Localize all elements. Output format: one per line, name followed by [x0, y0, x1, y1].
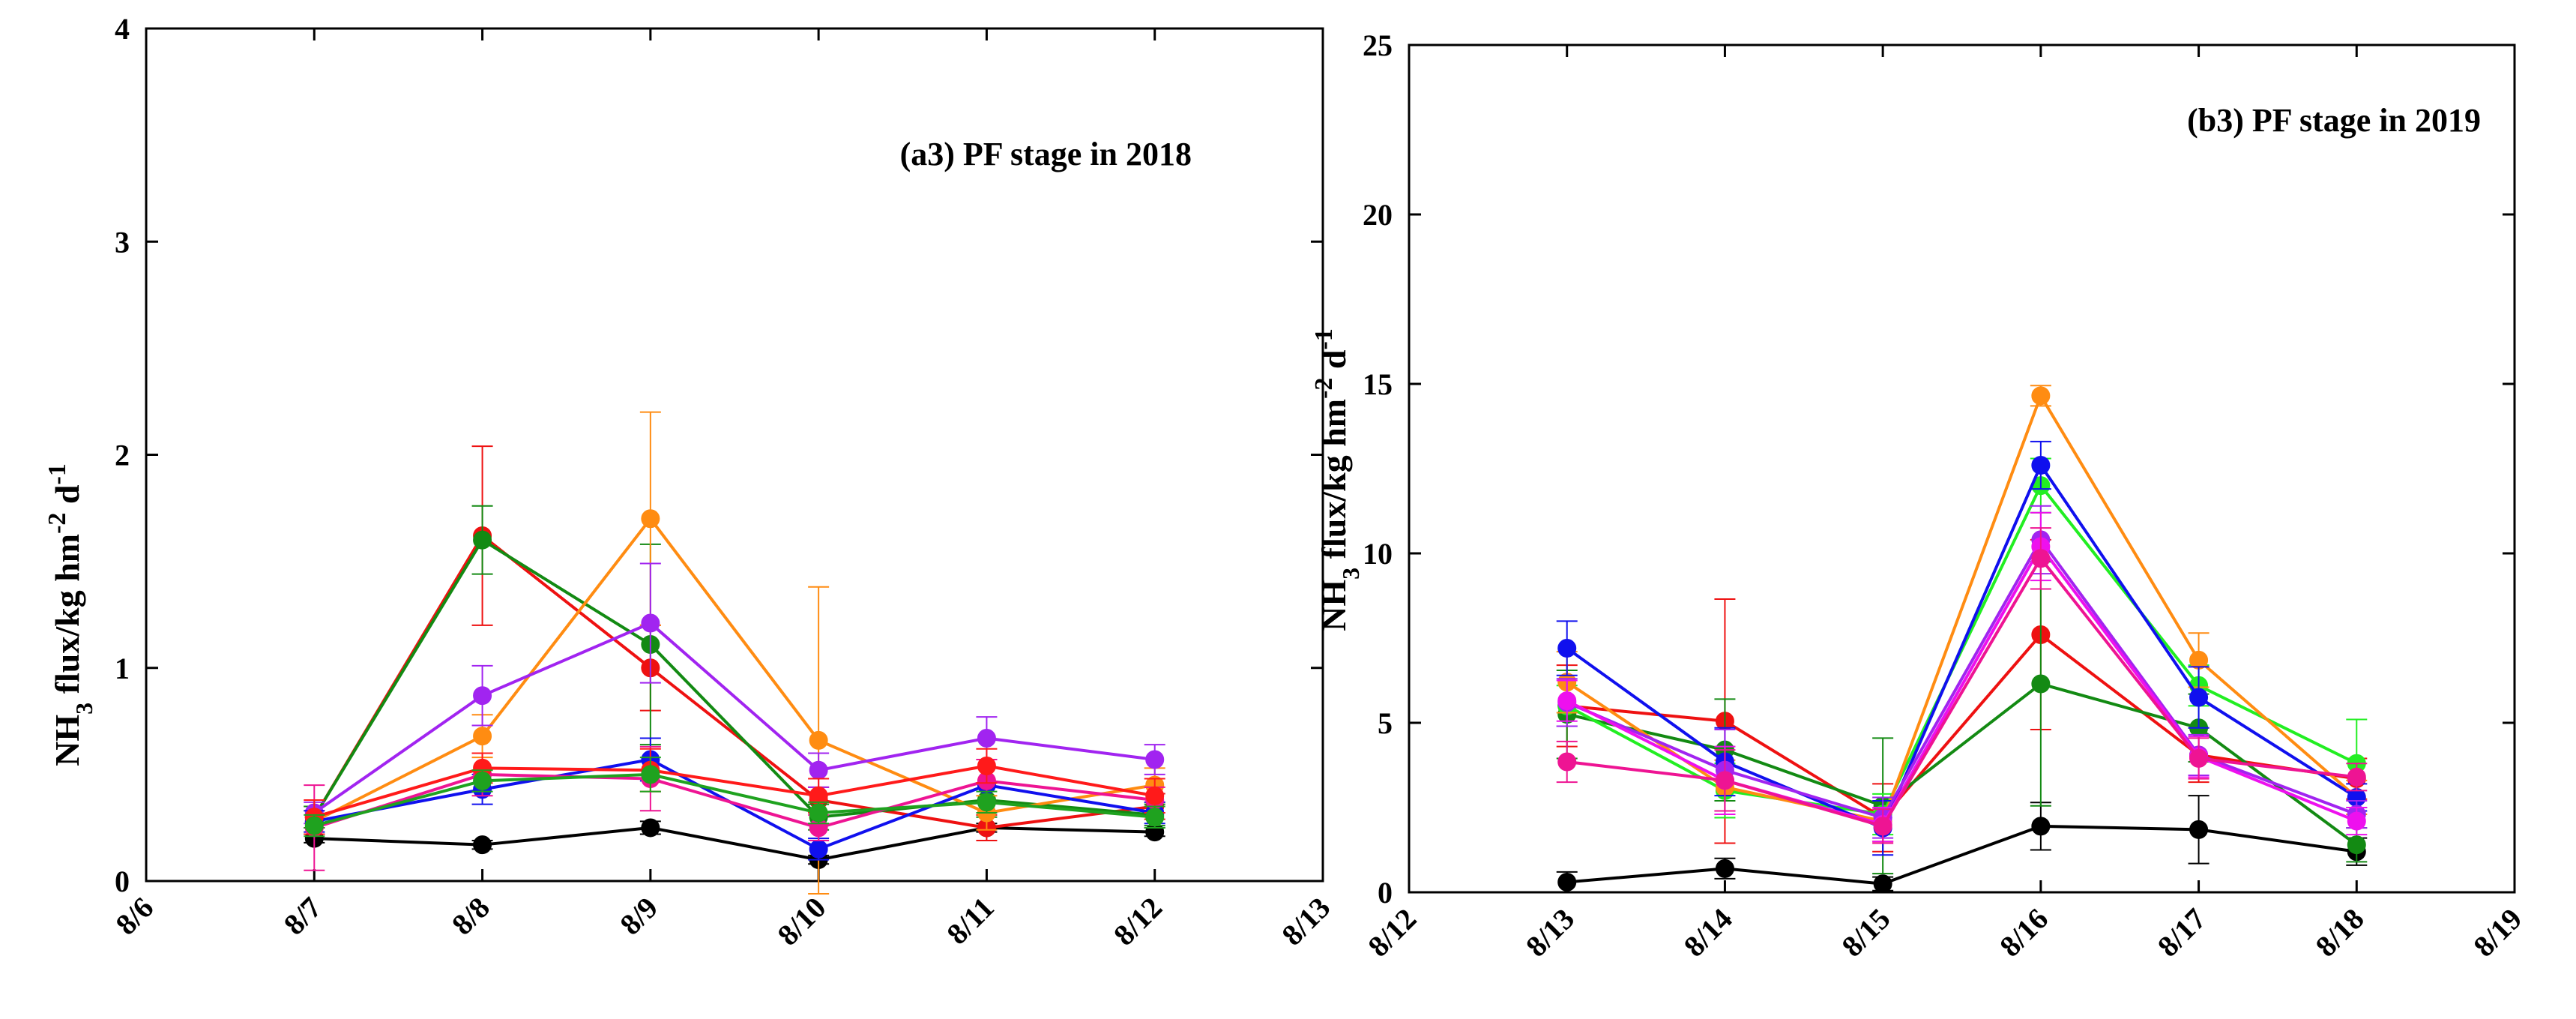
series-line	[313, 772, 1155, 830]
chart-a-y-tick-label: 1	[115, 652, 130, 685]
data-point	[473, 727, 492, 746]
data-point	[2031, 549, 2051, 568]
data-point	[977, 757, 996, 776]
series-line	[313, 764, 1156, 819]
data-point	[809, 760, 828, 780]
data-point	[2031, 817, 2051, 836]
chart-a-y-tick-label: 2	[115, 439, 130, 472]
data-point	[304, 816, 324, 835]
chart-a-series-green2	[304, 757, 1165, 838]
data-point	[1557, 872, 1577, 892]
data-point	[809, 839, 828, 859]
chart-b-x-tick-label: 8/14	[1677, 902, 1739, 964]
data-point	[1557, 639, 1577, 658]
chart-b-y-tick-label: 25	[1363, 28, 1393, 62]
series-line	[314, 826, 1155, 862]
chart-b-series-red	[1556, 538, 2368, 853]
series-line	[1566, 632, 2357, 820]
series-line	[313, 533, 1155, 829]
data-point	[641, 613, 660, 633]
chart-a-series-black	[304, 818, 1165, 870]
data-point	[1715, 859, 1734, 878]
series-line	[313, 621, 1155, 814]
series-line	[1566, 462, 2358, 830]
data-point	[977, 729, 996, 748]
chart-a-x-tick-label: 8/12	[1107, 891, 1168, 952]
chart-a: NH3 flux/kg hm-2 d-1 (a3) PF stage in 20…	[43, 12, 1337, 952]
chart-a-x-tick-label: 8/7	[277, 891, 328, 942]
data-point	[1145, 750, 1165, 769]
data-point	[2347, 835, 2366, 855]
data-point	[641, 765, 660, 784]
chart-a-x-tick-label: 8/9	[613, 891, 664, 942]
chart-a-y-axis-label: NH3 flux/kg hm-2 d-1	[43, 463, 98, 766]
data-point	[1557, 752, 1577, 772]
chart-b-x-tick-label: 8/17	[2151, 902, 2212, 964]
data-point	[473, 835, 492, 855]
chart-a-series-pink	[304, 745, 1165, 871]
data-point	[2347, 767, 2366, 787]
chart-a-title: (a3) PF stage in 2018	[900, 136, 1192, 172]
chart-b-series-purple	[1556, 505, 2368, 839]
chart-a-y-tick-label: 3	[115, 225, 130, 259]
chart-a-x-tick-label: 8/10	[770, 891, 832, 952]
chart-b-y-tick-label: 0	[1378, 876, 1393, 910]
data-point	[2347, 811, 2366, 831]
data-point	[977, 793, 996, 812]
chart-b-y-tick-label: 5	[1378, 706, 1393, 740]
series-line	[1566, 824, 2357, 886]
series-line	[1566, 537, 2357, 820]
data-point	[2031, 674, 2051, 694]
data-point	[473, 686, 492, 706]
data-point	[1557, 691, 1577, 711]
series-line	[313, 516, 1156, 823]
chart-b-y-tick-label: 10	[1363, 537, 1393, 571]
data-point	[2189, 688, 2209, 707]
chart-b-series-blue	[1556, 440, 2368, 856]
chart-b-series-black	[1556, 795, 2368, 894]
data-point	[1873, 817, 1892, 836]
chart-b-x-tick-label: 8/12	[1361, 902, 1423, 964]
chart-b-x-tick-label: 8/16	[1993, 902, 2054, 964]
data-point	[1715, 771, 1734, 790]
chart-b-x-tick-label: 8/15	[1835, 902, 1896, 964]
chart-a-y-tick-label: 4	[115, 12, 130, 46]
series-line	[1566, 544, 2358, 826]
data-point	[473, 530, 492, 550]
data-point	[2031, 386, 2051, 406]
chart-b-x-tick-label: 8/18	[2309, 902, 2371, 964]
chart-a-series-purple	[304, 562, 1165, 825]
chart-b-x-tick-label: 8/13	[1519, 902, 1581, 964]
data-point	[641, 509, 660, 529]
data-point	[2189, 748, 2209, 768]
data-point	[809, 803, 828, 823]
chart-b-series-deep-pink	[1556, 527, 2368, 844]
chart-a-x-tick-label: 8/8	[445, 891, 496, 942]
data-point	[809, 730, 828, 750]
chart-b-x-tick-label: 8/19	[2467, 902, 2528, 964]
chart-b-y-tick-label: 15	[1363, 367, 1393, 401]
data-point	[2031, 455, 2051, 475]
series-line	[1566, 556, 2357, 829]
data-point	[1145, 786, 1165, 805]
chart-b: NH3 flux/kg hm-2 d-1 (b3) PF stage in 20…	[1310, 28, 2529, 964]
data-point	[2189, 820, 2209, 839]
chart-b-y-axis-label: NH3 flux/kg hm-2 d-1	[1310, 328, 1365, 631]
series-line	[1566, 392, 2358, 823]
chart-b-plot-frame	[1408, 43, 2516, 894]
data-point	[473, 771, 492, 790]
data-point	[1145, 808, 1165, 827]
chart-a-x-tick-label: 8/11	[940, 891, 1001, 952]
series-line	[313, 772, 1155, 828]
data-point	[1873, 874, 1892, 894]
chart-b-y-tick-label: 20	[1363, 198, 1393, 232]
chart-a-y-tick-label: 0	[115, 865, 130, 898]
series-line	[313, 538, 1155, 819]
data-point	[641, 818, 660, 838]
chart-a-x-tick-label: 8/13	[1275, 891, 1336, 952]
chart-b-title: (b3) PF stage in 2019	[2187, 102, 2481, 139]
